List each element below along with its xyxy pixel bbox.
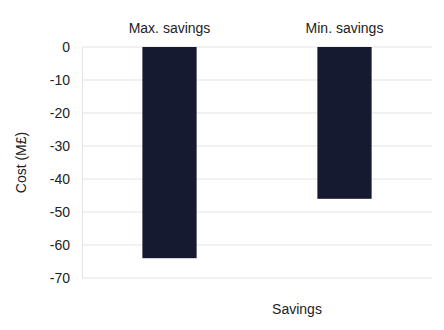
grid-line (82, 278, 432, 279)
grid (82, 47, 432, 278)
y-tick: 0 (62, 39, 82, 55)
y-tick-label: -40 (50, 171, 70, 187)
grid-line (82, 47, 432, 48)
chart: 0 -10 -20 -30 -40 -50 -60 -70 Max. savings Min. s… (0, 0, 444, 330)
bar (142, 47, 196, 258)
x-axis: Max. savings Min. savings (129, 20, 384, 47)
y-tick: -60 (50, 237, 82, 253)
y-tick: -30 (50, 138, 82, 154)
x-tick: Min. savings (306, 20, 384, 47)
y-tick-label: 0 (62, 39, 70, 55)
y-tick-label: -60 (50, 237, 70, 253)
y-tick: -70 (50, 270, 82, 286)
x-tick-label: Min. savings (306, 20, 384, 36)
bar (317, 47, 371, 199)
y-tick: -10 (50, 72, 82, 88)
grid-line (82, 80, 432, 81)
y-axis-title: Cost (M£) (13, 132, 29, 193)
bars (142, 47, 371, 258)
grid-line (82, 212, 432, 213)
x-tick: Max. savings (129, 20, 211, 47)
y-tick-label: -30 (50, 138, 70, 154)
grid-line (82, 146, 432, 147)
grid-line (82, 179, 432, 180)
y-tick: -50 (50, 204, 82, 220)
y-axis: 0 -10 -20 -30 -40 -50 -60 -70 (50, 39, 83, 286)
plot: 0 -10 -20 -30 -40 -50 -60 -70 Max. savings Min. s… (50, 20, 432, 286)
y-tick-label: -70 (50, 270, 70, 286)
grid-line (82, 113, 432, 114)
y-tick-label: -10 (50, 72, 70, 88)
y-axis-line (82, 48, 83, 279)
y-tick: -40 (50, 171, 82, 187)
y-tick: -20 (50, 105, 82, 121)
x-axis-title: Savings (272, 301, 322, 317)
y-tick-label: -20 (50, 105, 70, 121)
x-tick-label: Max. savings (129, 20, 211, 36)
grid-line (82, 245, 432, 246)
y-tick-label: -50 (50, 204, 70, 220)
